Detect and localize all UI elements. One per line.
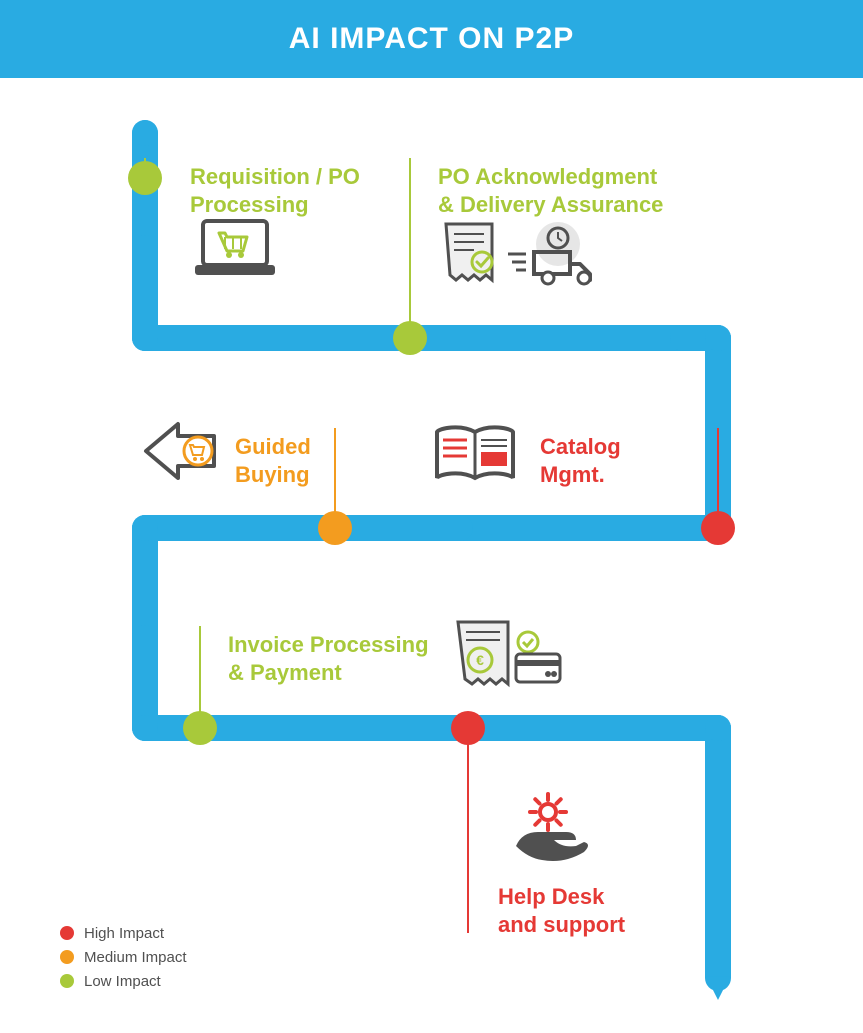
step-label: GuidedBuying [235,433,311,488]
step-invoice: Invoice Processing& Payment [228,631,429,686]
step-label: Requisition / POProcessing [190,163,360,218]
legend-item-medium: Medium Impact [60,945,187,969]
legend-item-high: High Impact [60,921,187,945]
legend-dot-medium [60,950,74,964]
step-po-ack: PO Acknowledgment& Delivery Assurance [438,163,663,218]
step-catalog: CatalogMgmt. [540,433,621,488]
legend-item-low: Low Impact [60,969,187,993]
step-icon-catalog [425,418,525,503]
step-requisition: Requisition / POProcessing [190,163,360,218]
step-label: PO Acknowledgment& Delivery Assurance [438,163,663,218]
header-bar: AI IMPACT ON P2P [0,0,863,78]
step-icon-guided [140,418,230,493]
step-icon-requisition [185,213,285,298]
step-label: Invoice Processing& Payment [228,631,429,686]
hand-gear-icon [498,788,598,868]
flow-path-svg [0,78,863,1028]
legend-label: Medium Impact [84,949,187,966]
step-icon-invoice: € [450,618,600,703]
svg-text:€: € [476,652,484,668]
legend: High Impact Medium Impact Low Impact [60,921,187,993]
legend-label: Low Impact [84,973,161,990]
legend-label: High Impact [84,925,164,942]
invoice-icon: € [450,618,600,698]
arrow-cart-icon [140,418,230,488]
book-icon [425,418,525,498]
receipt-truck-icon [438,218,608,298]
page-title: AI IMPACT ON P2P [289,22,574,56]
step-icon-po-ack [438,218,608,303]
laptop-cart-icon [185,213,285,293]
legend-dot-high [60,926,74,940]
step-label: Help Deskand support [498,883,625,938]
step-icon-help [498,788,598,873]
legend-dot-low [60,974,74,988]
flow-canvas: Requisition / POProcessing PO Acknowledg… [0,78,863,1028]
step-label: CatalogMgmt. [540,433,621,488]
step-guided: GuidedBuying [235,433,311,488]
step-help: Help Deskand support [498,883,625,938]
